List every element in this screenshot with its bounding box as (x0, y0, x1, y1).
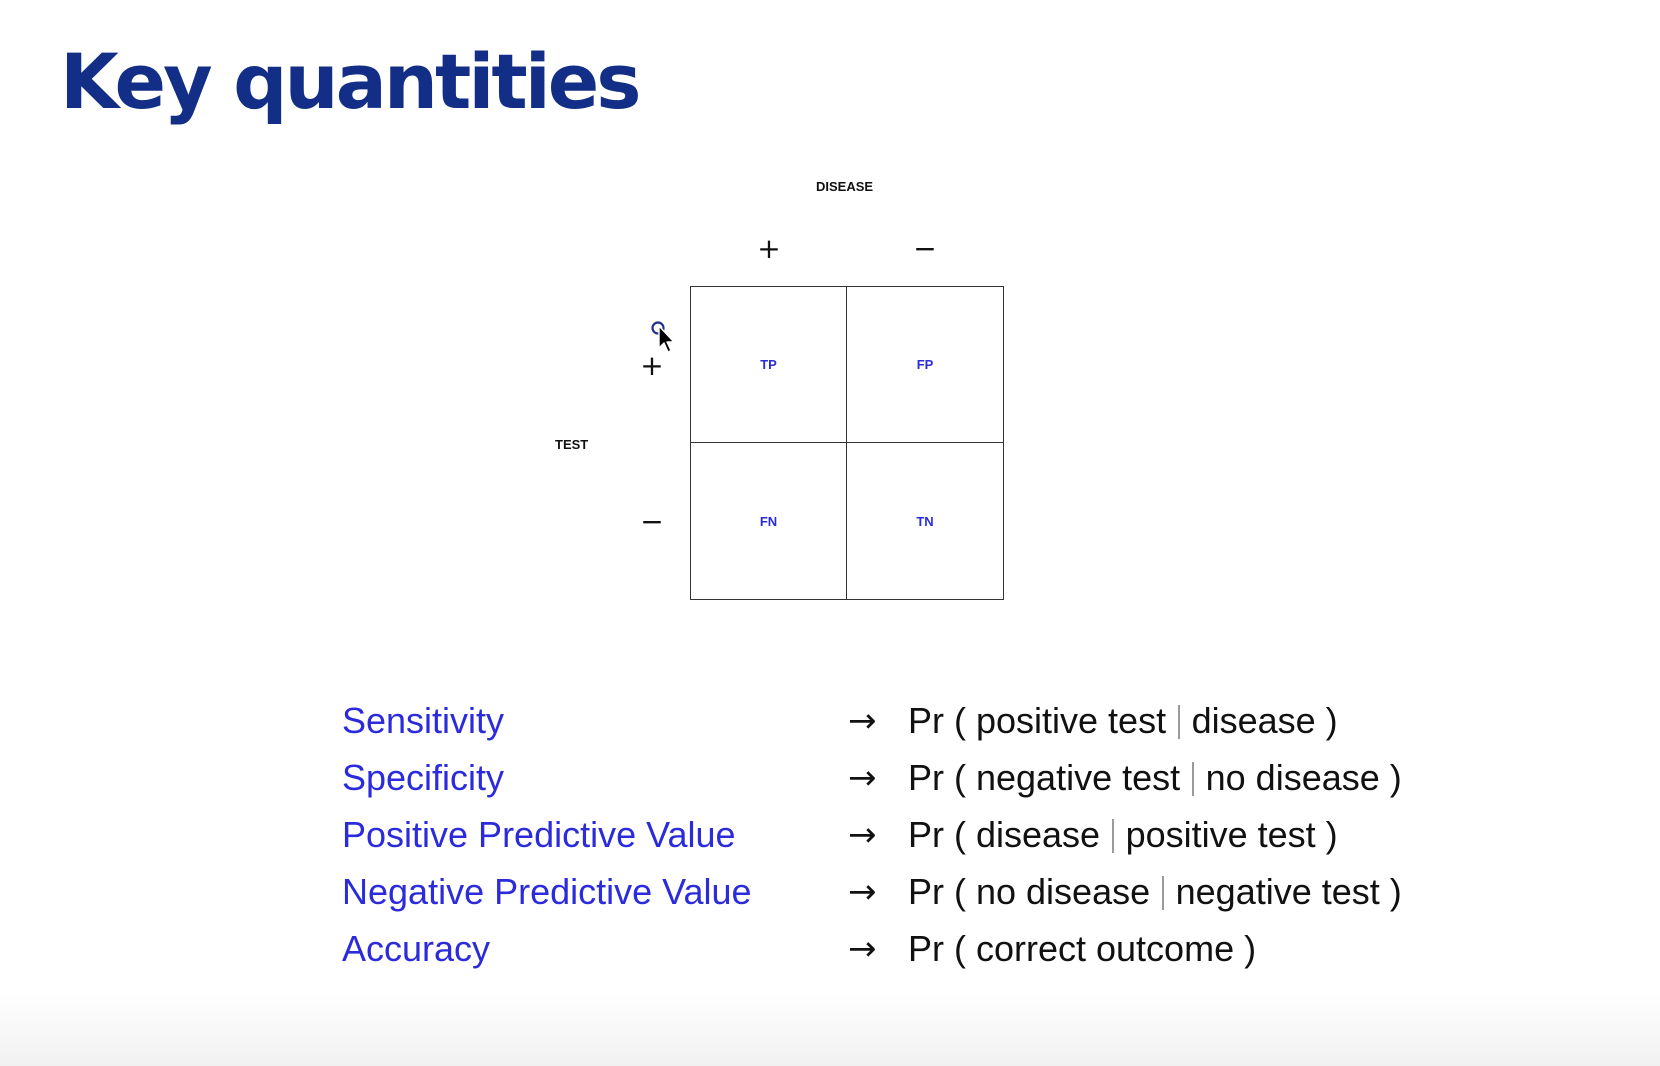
definition-formula: Pr ( disease positive test ) (908, 817, 1338, 853)
row-header-positive: + (640, 349, 664, 382)
definition-term: Positive Predictive Value (342, 814, 736, 855)
definition-term: Negative Predictive Value (342, 871, 752, 912)
slide-title: Key quantities (60, 37, 642, 126)
definition-term: Sensitivity (342, 700, 505, 741)
row-header-negative: − (640, 505, 664, 538)
given-bar (1112, 819, 1114, 853)
cell-false-negative: FN (691, 443, 847, 599)
cell-label: TN (916, 513, 934, 529)
given-bar (1178, 705, 1180, 739)
formula-given: no disease ) (1205, 757, 1402, 798)
cell-label: FN (759, 513, 778, 529)
column-header-positive: + (757, 232, 781, 265)
formula-condition: Pr ( negative test (908, 757, 1181, 798)
given-bar (1162, 876, 1164, 910)
confusion-matrix: TP FP FN TN (690, 286, 1004, 600)
right-arrow-icon: → (848, 872, 877, 912)
formula-condition: Pr ( positive test (908, 700, 1167, 741)
definition-term: Specificity (342, 757, 505, 798)
right-arrow-icon: → (848, 815, 877, 855)
cell-true-positive: TP (691, 287, 847, 443)
right-arrow-icon: → (848, 701, 877, 741)
cell-false-positive: FP (847, 287, 1003, 443)
definition-formula: Pr ( correct outcome ) (908, 931, 1256, 967)
test-axis-label: TEST (555, 437, 589, 452)
cell-label: FP (916, 357, 934, 372)
formula-condition: Pr ( no disease (908, 871, 1151, 912)
definition-formula: Pr ( negative test no disease ) (908, 760, 1402, 796)
definition-formula: Pr ( no disease negative test ) (908, 874, 1402, 910)
disease-axis-label: DISEASE (816, 179, 874, 194)
formula-condition: Pr ( correct outcome ) (908, 928, 1257, 969)
formula-given: negative test ) (1175, 871, 1402, 912)
cell-true-negative: TN (847, 443, 1003, 599)
cell-label: TP (760, 357, 777, 372)
formula-given: disease ) (1191, 700, 1338, 741)
definition-formula: Pr ( positive test disease ) (908, 703, 1338, 739)
formula-condition: Pr ( disease (908, 814, 1101, 855)
formula-given: positive test ) (1125, 814, 1338, 855)
mouse-pointer-icon (651, 321, 675, 353)
column-header-negative: − (913, 232, 937, 265)
right-arrow-icon: → (848, 758, 877, 798)
given-bar (1192, 762, 1194, 796)
right-arrow-icon: → (848, 929, 877, 969)
definition-term: Accuracy (342, 928, 491, 969)
